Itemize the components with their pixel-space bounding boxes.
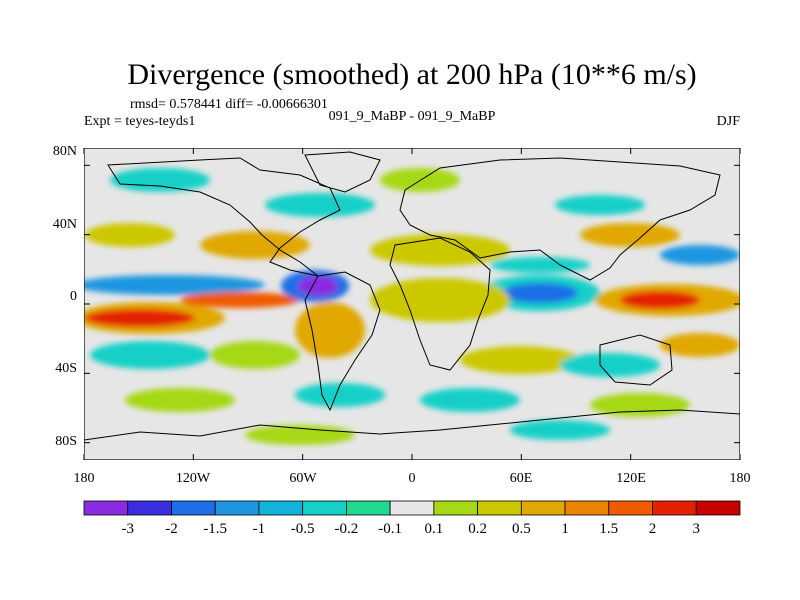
colorbar-swatch bbox=[608, 500, 653, 516]
colorbar bbox=[83, 500, 741, 516]
field-blob bbox=[370, 234, 510, 266]
x-tick-label: 180 bbox=[74, 471, 95, 486]
colorbar-labels: -3 -2 -1.5 -1 -0.5 -0.2 -0.1 0.1 0.2 0.5… bbox=[121, 521, 700, 537]
field-blob bbox=[560, 353, 660, 377]
y-tick-label: 80N bbox=[53, 144, 77, 159]
colorbar-swatch bbox=[695, 500, 741, 516]
season-label: DJF bbox=[717, 114, 741, 129]
x-tick-label: 120E bbox=[616, 471, 646, 486]
field-blob bbox=[460, 346, 580, 374]
y-tick-label: 0 bbox=[70, 289, 77, 304]
field-blob bbox=[180, 292, 300, 308]
x-axis-labels: 180 120W 60W 0 60E 120E 180 bbox=[74, 471, 751, 486]
x-tick-label: 180 bbox=[730, 471, 751, 486]
field-blob bbox=[370, 278, 510, 322]
colorbar-label: -3 bbox=[121, 521, 134, 537]
field-blob bbox=[660, 333, 740, 357]
field-blob bbox=[420, 388, 520, 412]
field-blob bbox=[110, 168, 210, 192]
field-blob bbox=[502, 283, 578, 303]
field-blob bbox=[580, 223, 680, 247]
x-tick-label: 60E bbox=[510, 471, 533, 486]
colorbar-swatch bbox=[171, 500, 216, 516]
colorbar-swatch bbox=[520, 500, 566, 516]
field-blob bbox=[125, 388, 235, 412]
colorbar-label: 0.5 bbox=[512, 521, 531, 537]
stats-label: rmsd= 0.578441 diff= -0.00666301 bbox=[130, 97, 328, 112]
colorbar-label: -1.5 bbox=[203, 521, 227, 537]
field-blob bbox=[620, 291, 700, 309]
x-tick-label: 60W bbox=[289, 471, 317, 486]
experiment-label: Expt = teyes-teyds1 bbox=[84, 114, 195, 129]
colorbar-swatch bbox=[127, 500, 172, 516]
colorbar-swatch bbox=[389, 500, 435, 516]
axis-ticks bbox=[83, 148, 741, 460]
field-blob bbox=[265, 193, 375, 217]
field-blob bbox=[555, 195, 645, 215]
field-blob bbox=[85, 309, 195, 327]
coastline-eurasia bbox=[399, 157, 721, 281]
colorbar-swatch bbox=[258, 500, 304, 516]
colorbar-swatch bbox=[652, 500, 697, 516]
field-blob bbox=[295, 383, 385, 407]
y-axis-labels: 80N 40N 0 40S 80S bbox=[53, 144, 77, 449]
chart-title: Divergence (smoothed) at 200 hPa (10**6 … bbox=[127, 58, 696, 91]
y-tick-label: 40N bbox=[53, 217, 77, 232]
coastline-australia bbox=[599, 334, 673, 386]
x-tick-label: 0 bbox=[409, 471, 416, 486]
colorbar-swatch bbox=[433, 500, 478, 516]
field-blob bbox=[210, 341, 300, 369]
colorbar-swatch bbox=[564, 500, 610, 516]
colorbar-swatch bbox=[214, 500, 260, 516]
y-tick-label: 80S bbox=[55, 434, 77, 449]
run-label: 091_9_MaBP - 091_9_MaBP bbox=[329, 109, 496, 124]
field-blob bbox=[298, 276, 338, 296]
coastline-antarctica bbox=[84, 409, 740, 441]
field-blob bbox=[510, 420, 610, 440]
field-blob bbox=[295, 302, 365, 358]
colorbar-label: -0.2 bbox=[335, 521, 359, 537]
coastline-africa bbox=[389, 237, 491, 371]
colorbar-label: 0.2 bbox=[468, 521, 487, 537]
coastline-north-america bbox=[107, 157, 341, 277]
coastline-greenland bbox=[304, 151, 381, 193]
map-area bbox=[84, 148, 740, 460]
field-blob bbox=[90, 341, 210, 369]
field-blob bbox=[490, 257, 590, 273]
colorbar-label: -0.1 bbox=[378, 521, 402, 537]
colorbar-label: -0.5 bbox=[291, 521, 315, 537]
coastlines bbox=[84, 151, 740, 441]
y-tick-label: 40S bbox=[55, 361, 77, 376]
colorbar-swatch bbox=[83, 500, 129, 516]
colorbar-label: 0.1 bbox=[424, 521, 443, 537]
colorbar-swatch bbox=[302, 500, 347, 516]
colorbar-label: -2 bbox=[165, 521, 178, 537]
field-blob bbox=[84, 275, 265, 295]
colorbar-swatch bbox=[345, 500, 391, 516]
colorbar-label: 1.5 bbox=[599, 521, 618, 537]
x-tick-label: 120W bbox=[176, 471, 211, 486]
colorbar-label: 1 bbox=[561, 521, 569, 537]
field-blob bbox=[660, 245, 740, 265]
colorbar-label: 2 bbox=[649, 521, 657, 537]
colorbar-swatch bbox=[477, 500, 522, 516]
colorbar-label: -1 bbox=[253, 521, 266, 537]
colorbar-label: 3 bbox=[693, 521, 701, 537]
field-blob bbox=[200, 231, 310, 259]
field-blob bbox=[85, 223, 175, 247]
coastline-south-america bbox=[304, 271, 381, 412]
